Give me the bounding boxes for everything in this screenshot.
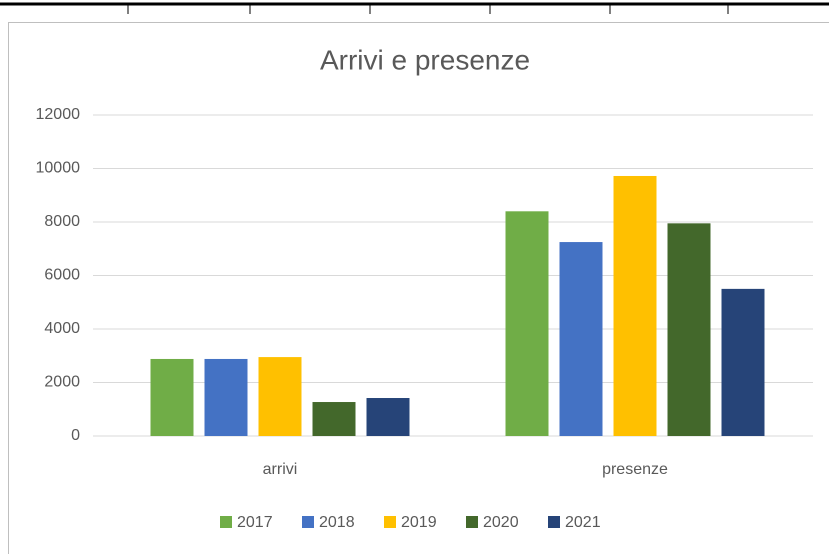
x-tick-label: presenze — [602, 461, 668, 478]
bar — [204, 358, 248, 436]
bar — [613, 175, 657, 437]
legend-swatch — [384, 516, 396, 528]
bar — [312, 402, 356, 436]
bar — [559, 242, 603, 436]
bar — [667, 223, 711, 436]
legend-label: 2017 — [237, 514, 273, 531]
legend-swatch — [220, 516, 232, 528]
legend-swatch — [548, 516, 560, 528]
y-tick-label: 4000 — [44, 320, 80, 337]
sheet-cells — [127, 4, 729, 14]
legend-label: 2019 — [401, 514, 437, 531]
x-tick-label: arrivi — [263, 461, 298, 478]
legend-label: 2018 — [319, 514, 355, 531]
legend-label: 2021 — [565, 514, 601, 531]
y-tick-label: 10000 — [36, 160, 81, 177]
legend-label: 2020 — [483, 514, 519, 531]
y-tick-label: 12000 — [36, 106, 81, 123]
chart-title: Arrivi e presenze — [320, 44, 530, 75]
bar — [258, 357, 302, 436]
y-tick-label: 6000 — [44, 267, 80, 284]
bar — [150, 358, 194, 436]
bar — [505, 211, 549, 436]
bar — [721, 288, 765, 436]
legend-swatch — [302, 516, 314, 528]
bar — [366, 398, 410, 436]
legend-swatch — [466, 516, 478, 528]
y-tick-label: 8000 — [44, 213, 80, 230]
y-tick-label: 2000 — [44, 374, 80, 391]
y-tick-label: 0 — [71, 427, 80, 444]
